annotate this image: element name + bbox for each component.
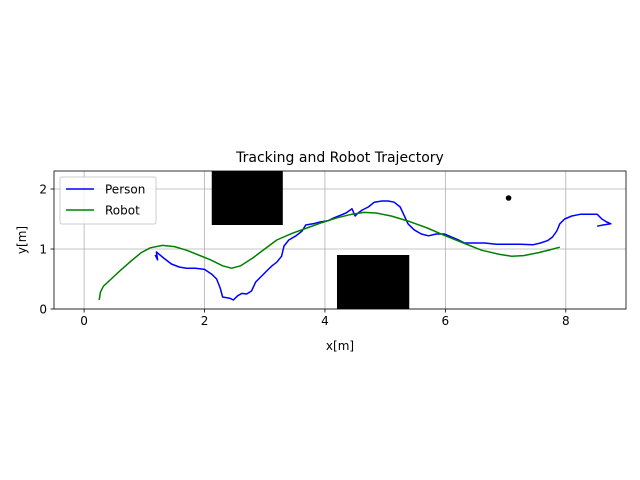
obstacle — [336, 255, 410, 309]
y-tick-label: 1 — [39, 243, 47, 257]
point-marker — [505, 195, 512, 201]
x-axis-label: x[m] — [326, 339, 354, 353]
legend-label-person: Person — [105, 183, 145, 197]
x-tick-label: 4 — [321, 314, 329, 328]
x-axis-ticks: 0 2 4 6 8 — [80, 309, 570, 328]
y-axis-ticks: 0 1 2 — [39, 183, 54, 317]
legend: Person Robot — [59, 176, 157, 225]
x-tick-label: 6 — [442, 314, 450, 328]
series-line-robot — [98, 211, 560, 301]
y-tick-label: 0 — [39, 303, 47, 317]
x-tick-label: 8 — [562, 314, 570, 328]
y-axis-label: y[m] — [15, 226, 29, 254]
plot-frame — [53, 170, 627, 310]
x-tick-label: 0 — [80, 314, 88, 328]
x-tick-label: 2 — [201, 314, 209, 328]
series-lines — [98, 200, 612, 301]
y-tick-label: 2 — [39, 183, 47, 197]
chart-title: Tracking and Robot Trajectory — [235, 150, 444, 166]
obstacle — [211, 171, 283, 225]
legend-label-robot: Robot — [105, 204, 140, 218]
markers — [505, 195, 512, 201]
obstacles — [211, 171, 410, 309]
